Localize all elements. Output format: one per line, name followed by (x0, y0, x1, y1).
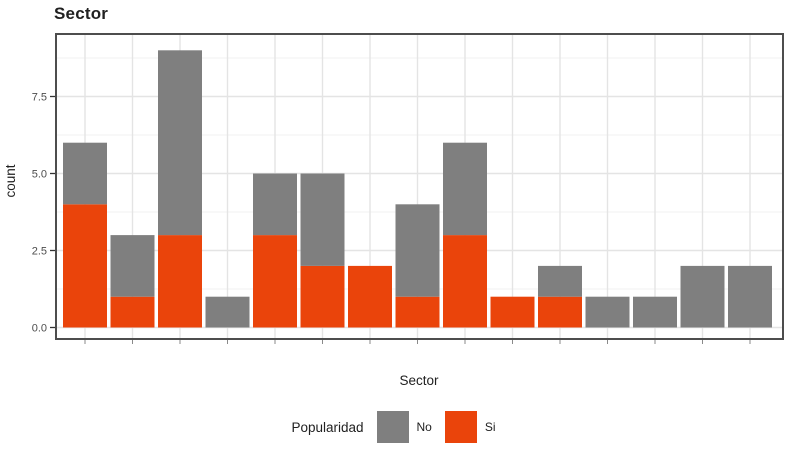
bar-segment-si (538, 296, 582, 328)
bar-segment-no (633, 296, 677, 328)
bar-segment-no (728, 265, 772, 328)
bar-segment-si (300, 265, 345, 328)
legend-label-si: Si (484, 420, 496, 434)
bar-segment-si (348, 265, 392, 328)
bar-segment-no (158, 50, 202, 236)
bar-segment-no (110, 235, 155, 297)
y-tick-label: 5.0 (32, 169, 47, 181)
bar-segment-no (63, 142, 107, 205)
bar-segment-si (110, 296, 155, 328)
legend-label-no: No (416, 420, 432, 434)
chart-title: Sector (54, 4, 109, 23)
legend-swatch-no (376, 411, 409, 443)
y-tick-label: 2.5 (32, 246, 47, 258)
bar-segment-no (538, 265, 582, 297)
bar-segment-si (395, 296, 440, 328)
y-axis-title: count (3, 164, 18, 197)
x-axis-title: Sector (399, 373, 439, 388)
bars (63, 50, 772, 328)
panel-border (55, 33, 784, 340)
bar-segment-no (205, 296, 250, 328)
legend-item-no: No (376, 411, 432, 443)
bar-segment-no (443, 142, 487, 236)
bar-segment-no (253, 173, 297, 236)
bar-segment-si (158, 235, 202, 328)
legend-item-si: Si (444, 411, 496, 443)
y-tick-label: 0.0 (32, 323, 47, 335)
bar-segment-si (253, 235, 297, 328)
bar-segment-no (680, 265, 725, 328)
bar-segment-si (63, 204, 107, 328)
legend-title: Popularidad (291, 419, 364, 435)
bar-segment-no (585, 296, 630, 328)
bar-segment-si (443, 235, 487, 328)
y-tick-labels: 0.0 2.5 5.0 7.5 (32, 92, 47, 335)
y-tick-label: 7.5 (32, 92, 47, 104)
bar-segment-no (300, 173, 345, 266)
legend-swatch-si (444, 411, 477, 443)
legend: Popularidad No Si (0, 410, 787, 444)
bar-segment-si (490, 296, 535, 328)
axis-ticks (50, 95, 751, 344)
bar-segment-no (395, 204, 440, 297)
